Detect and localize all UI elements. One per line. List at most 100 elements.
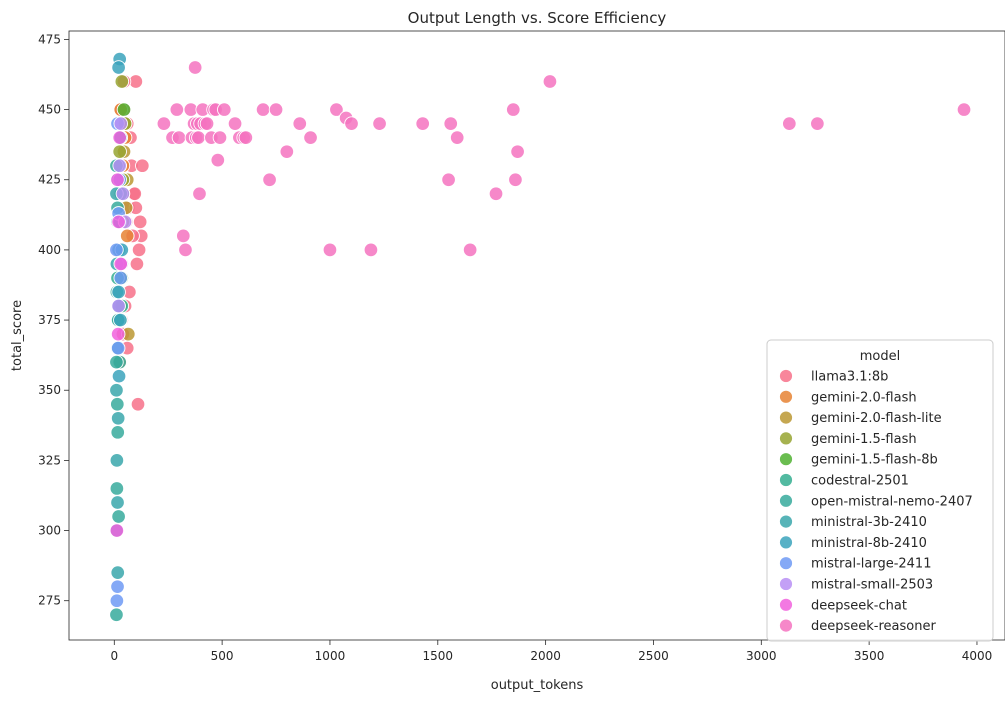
data-point-open-mistral-nemo-2407	[109, 607, 124, 622]
data-point-deepseek-reasoner	[262, 172, 277, 187]
data-point-deepseek-reasoner	[156, 116, 172, 131]
data-point-deepseek-reasoner	[441, 172, 456, 187]
data-point-deepseek-reasoner	[462, 242, 478, 258]
data-point-ministral-8b-2410	[113, 312, 128, 328]
data-point-deepseek-reasoner	[322, 242, 338, 258]
data-point-deepseek-reasoner	[443, 116, 458, 131]
data-point-deepseek-reasoner	[238, 130, 254, 145]
data-point-deepseek-reasoner	[268, 102, 284, 117]
data-point-deepseek-reasoner	[303, 130, 318, 145]
legend-label: gemini-1.5-flash-8b	[811, 453, 938, 468]
data-point-deepseek-chat	[113, 256, 129, 272]
chart-title: Output Length vs. Score Efficiency	[408, 9, 667, 27]
y-tick-label: 450	[38, 103, 61, 117]
legend: model llama3.1:8b gemini-2.0-flash gemini-…	[766, 339, 994, 642]
legend-label: llama3.1:8b	[811, 370, 888, 385]
x-tick-label: 1500	[423, 649, 454, 663]
legend-label: gemini-1.5-flash	[811, 432, 917, 447]
legend-marker	[779, 535, 793, 550]
legend-label: codestral-2501	[811, 474, 909, 489]
data-point-mistral-large-2411	[113, 270, 129, 286]
data-point-deepseek-reasoner	[506, 102, 521, 117]
data-point-deepseek-reasoner	[542, 74, 558, 89]
y-axis-label: total_score	[10, 300, 25, 371]
data-point-open-mistral-nemo-2407	[110, 425, 125, 440]
data-point-deepseek-chat	[112, 130, 127, 145]
data-point-deepseek-reasoner	[178, 242, 193, 258]
data-point-deepseek-reasoner	[810, 116, 825, 131]
data-point-deepseek-reasoner	[227, 116, 243, 131]
legend-marker	[779, 452, 793, 467]
x-tick-label: 2000	[530, 649, 561, 663]
data-point-gemini-1-5-flash-8b	[116, 102, 132, 117]
data-point-deepseek-reasoner	[415, 116, 430, 131]
data-point-mistral-small-2503	[113, 116, 129, 131]
x-tick-label: 2500	[638, 649, 669, 663]
x-tick-label: 500	[211, 649, 234, 663]
y-tick-label: 300	[38, 524, 61, 538]
legend-marker	[779, 618, 793, 633]
data-point-deepseek-reasoner	[329, 102, 344, 117]
data-point-deepseek-reasoner	[782, 116, 797, 131]
data-point-llama3-1-8b	[131, 242, 147, 258]
x-tick-label: 1000	[315, 649, 346, 663]
data-point-deepseek-chat	[110, 172, 125, 187]
data-point-open-mistral-nemo-2407	[109, 354, 124, 370]
data-point-deepseek-chat	[110, 326, 126, 342]
data-point-gemini-2-0-flash	[119, 228, 135, 244]
legend-label: ministral-8b-2410	[811, 536, 927, 551]
data-point-ministral-3b-2410	[110, 495, 125, 510]
data-point-llama3-1-8b	[132, 214, 148, 230]
legend-label: gemini-2.0-flash	[811, 390, 917, 405]
data-point-open-mistral-nemo-2407	[110, 397, 125, 412]
data-point-ministral-3b-2410	[109, 382, 124, 398]
data-point-deepseek-reasoner	[344, 116, 359, 131]
data-point-mistral-large-2411	[110, 579, 125, 594]
legend-marker	[779, 369, 793, 383]
legend-items: llama3.1:8b gemini-2.0-flash gemini-2.0-fl…	[779, 369, 973, 634]
data-point-ministral-3b-2410	[110, 411, 126, 426]
y-axis: 275 300 325 350 375 400 425 450 475	[38, 32, 69, 608]
data-point-deepseek-reasoner	[292, 116, 308, 131]
y-tick-label: 400	[38, 243, 61, 257]
data-point-open-mistral-nemo-2407	[111, 509, 126, 524]
legend-box	[766, 339, 994, 642]
data-point-ministral-3b-2410	[109, 453, 125, 468]
x-tick-label: 0	[110, 649, 118, 663]
y-tick-label: 425	[38, 173, 61, 187]
data-point-ministral-8b-2410	[111, 60, 126, 75]
y-tick-label: 325	[38, 453, 61, 467]
data-point-deepseek-reasoner	[192, 186, 207, 202]
legend-title: model	[860, 349, 900, 364]
legend-label: deepseek-chat	[811, 598, 907, 613]
data-point-ministral-3b-2410	[110, 565, 125, 580]
legend-label: mistral-large-2411	[811, 557, 931, 572]
y-tick-label: 350	[38, 383, 61, 397]
legend-marker	[779, 597, 793, 612]
legend-marker	[779, 410, 793, 425]
data-point-deepseek-reasoner	[187, 60, 203, 75]
x-tick-label: 4000	[962, 649, 993, 663]
data-point-deepseek-reasoner	[217, 102, 232, 117]
data-point-ministral-8b-2410	[111, 284, 126, 300]
y-tick-label: 375	[38, 313, 61, 327]
data-point-deepseek-chat	[111, 214, 126, 230]
data-point-deepseek-reasoner	[363, 242, 379, 258]
data-point-mistral-small-2503	[115, 186, 131, 202]
legend-marker	[779, 556, 793, 571]
legend-label: mistral-small-2503	[811, 578, 933, 593]
data-point-deepseek-reasoner	[212, 130, 228, 145]
data-point-llama3-1-8b	[130, 397, 146, 412]
legend-marker	[779, 473, 793, 487]
x-tick-label: 3500	[854, 649, 885, 663]
data-point-deepseek-reasoner	[488, 186, 504, 202]
data-point-deepseek-reasoner	[508, 172, 523, 187]
data-point-mistral-large-2411	[109, 593, 125, 608]
data-point-deepseek-reasoner	[169, 102, 185, 117]
data-point-deepseek-reasoner	[372, 116, 387, 131]
legend-label: gemini-2.0-flash-lite	[811, 411, 942, 426]
y-tick-label: 275	[38, 594, 61, 608]
data-point-llama3-1-8b	[129, 256, 145, 272]
data-point-deepseek-reasoner	[199, 116, 215, 131]
